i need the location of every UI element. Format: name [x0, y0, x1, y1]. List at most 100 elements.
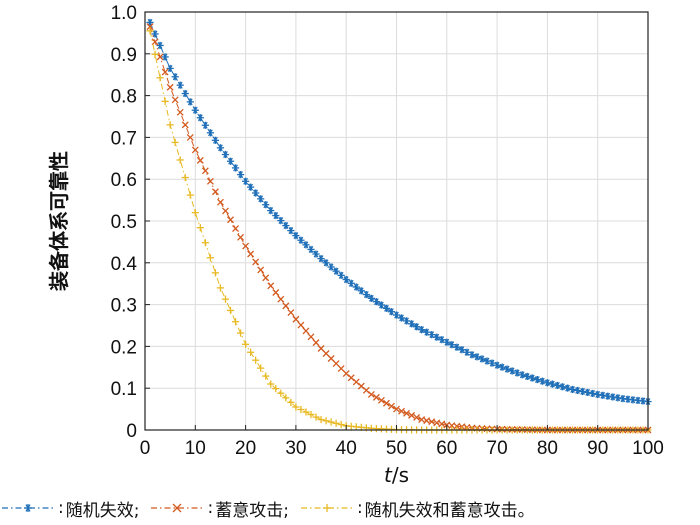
- series-point: [247, 183, 255, 191]
- series-point: [312, 339, 320, 347]
- series-point: [201, 121, 209, 129]
- series-point: [438, 336, 446, 344]
- legend-swatch-marker: [173, 503, 182, 513]
- series-point: [518, 371, 526, 379]
- series-point: [242, 340, 250, 348]
- series-point: [362, 290, 370, 299]
- series-point: [503, 365, 511, 373]
- series-point: [297, 405, 305, 414]
- series-point: [433, 333, 441, 341]
- series-point: [438, 420, 446, 428]
- x-axis-label-italic: t: [384, 463, 393, 487]
- series-point: [257, 266, 265, 274]
- series-point: [196, 114, 204, 122]
- series-point: [614, 394, 622, 402]
- series-point: [367, 294, 375, 302]
- series-point: [337, 365, 345, 373]
- series-point: [604, 392, 612, 400]
- series-point: [221, 295, 230, 303]
- series-point: [453, 343, 461, 351]
- series-line: [149, 30, 648, 431]
- series-point: [387, 308, 396, 316]
- series-point: [372, 298, 380, 306]
- series-point: [206, 177, 214, 185]
- x-tick-label: 20: [235, 438, 256, 459]
- series-point: [398, 407, 405, 415]
- series-deliberate-attack: [146, 23, 652, 434]
- series-point: [206, 129, 214, 137]
- series-point: [498, 363, 506, 371]
- y-tick-label: 0.2: [111, 337, 137, 358]
- series-point: [277, 216, 285, 225]
- series-point: [227, 216, 234, 224]
- series-point: [393, 405, 400, 413]
- legend-swatch-marker: [24, 504, 32, 512]
- series-point: [236, 171, 245, 179]
- series-point: [533, 375, 541, 384]
- series-point: [257, 195, 265, 203]
- series-point: [171, 96, 179, 104]
- legend-item-combined: : 随机失效和蓄意攻击。: [299, 496, 535, 521]
- series-point: [382, 399, 390, 407]
- series-point: [513, 369, 521, 377]
- series-point: [463, 348, 471, 356]
- series-point: [337, 271, 345, 279]
- series-point: [523, 372, 531, 381]
- series-point: [191, 209, 199, 217]
- series-point: [146, 23, 154, 31]
- series-point: [538, 377, 546, 385]
- series-point: [433, 419, 441, 427]
- series-point: [171, 138, 179, 147]
- series-point: [166, 121, 174, 129]
- series-point: [181, 173, 189, 182]
- y-tick-label: 1.0: [111, 3, 137, 24]
- series-point: [277, 389, 285, 397]
- series-point: [312, 413, 320, 421]
- series-point: [302, 241, 310, 249]
- x-tick-label: 70: [487, 438, 508, 459]
- series-point: [573, 386, 582, 395]
- series-point: [287, 309, 295, 317]
- series-point: [347, 279, 355, 287]
- series-point: [423, 417, 431, 425]
- x-tick-label: 0: [140, 438, 151, 459]
- series-point: [196, 156, 204, 164]
- series-point: [377, 396, 385, 404]
- series-point: [594, 390, 602, 399]
- series-point: [282, 394, 290, 402]
- series-random-failure: [146, 18, 652, 406]
- series-point: [397, 314, 406, 322]
- series-point: [262, 372, 270, 380]
- series-point: [252, 258, 260, 266]
- series-point: [302, 327, 310, 335]
- series-point: [558, 383, 567, 391]
- legend-label-combined: 随机失效和蓄意攻击。: [364, 500, 535, 521]
- series-point: [297, 321, 305, 329]
- x-tick-label: 90: [587, 438, 608, 459]
- series-point: [222, 207, 229, 215]
- series-point: [272, 211, 280, 220]
- x-axis-label: t/s: [384, 463, 409, 487]
- series-point: [478, 355, 486, 363]
- series-point: [186, 98, 194, 106]
- series-point: [332, 360, 340, 367]
- series-point: [262, 274, 270, 282]
- series-point: [211, 269, 220, 277]
- series-point: [146, 27, 154, 35]
- series-point: [307, 410, 315, 419]
- series-point: [568, 385, 577, 394]
- series-point: [508, 367, 516, 375]
- series-point: [216, 198, 224, 206]
- series-point: [201, 167, 209, 175]
- series-point: [483, 357, 491, 365]
- series-point: [488, 359, 496, 367]
- series-point: [493, 361, 501, 369]
- series-point: [262, 201, 270, 209]
- series-point: [327, 355, 335, 362]
- series-point: [161, 68, 169, 76]
- series-point: [186, 133, 194, 141]
- legend-swatch-combined: [300, 504, 353, 512]
- series-point: [377, 301, 386, 309]
- series-point: [297, 236, 305, 244]
- series-point: [151, 38, 159, 46]
